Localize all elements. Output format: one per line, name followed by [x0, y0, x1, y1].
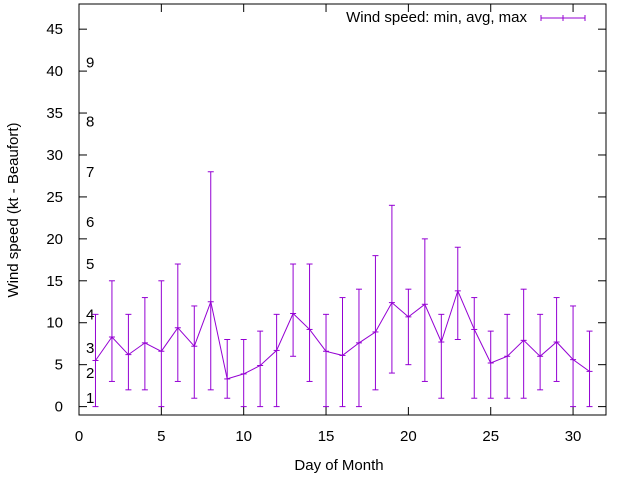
error-bar	[520, 288, 527, 399]
error-bar	[586, 330, 593, 408]
plot-frame	[78, 3, 607, 416]
y-tick-label: 30	[46, 147, 63, 164]
x-tick-label: 10	[235, 428, 252, 445]
y-tick-label: 5	[55, 357, 63, 374]
error-bar	[224, 339, 231, 399]
y-tick-label: 45	[46, 21, 63, 38]
error-bar	[553, 297, 560, 382]
error-bar	[438, 313, 445, 399]
error-bar	[388, 204, 395, 374]
error-bar	[487, 330, 494, 399]
error-bar	[339, 297, 346, 408]
legend-label: Wind speed: min, avg, max	[346, 9, 527, 26]
beaufort-label: 3	[86, 340, 94, 357]
beaufort-label: 2	[86, 365, 94, 382]
error-bar	[323, 313, 330, 408]
x-tick-label: 15	[318, 428, 335, 445]
error-bar	[207, 171, 214, 391]
beaufort-label: 8	[86, 113, 94, 130]
x-axis-label: Day of Month	[294, 457, 383, 474]
y-tick-label: 10	[46, 315, 63, 332]
y-axis-label: Wind speed (kt - Beaufort)	[5, 122, 22, 297]
error-bar	[108, 280, 115, 382]
error-bar	[191, 305, 198, 399]
avg-line	[95, 289, 590, 380]
beaufort-label: 5	[86, 256, 94, 273]
error-bar	[537, 313, 544, 391]
beaufort-label: 7	[86, 164, 94, 181]
error-bar	[92, 313, 99, 408]
y-tick-label: 20	[46, 231, 63, 248]
x-tick-label: 25	[482, 428, 499, 445]
error-bar	[290, 263, 297, 357]
error-bar	[570, 305, 577, 408]
legend-sample	[540, 15, 586, 21]
error-bar	[273, 313, 280, 408]
y-tick-label: 15	[46, 273, 63, 290]
error-bar	[141, 297, 148, 391]
error-bar	[471, 297, 478, 399]
beaufort-labels: 1 2 3 4 5 6 7 8 9	[86, 55, 94, 408]
y-tick-label: 25	[46, 189, 63, 206]
x-tick-label: 30	[565, 428, 582, 445]
x-tick-label: 0	[75, 428, 83, 445]
error-bar	[372, 255, 379, 391]
error-bar	[257, 330, 264, 408]
error-bar	[306, 263, 313, 382]
y-tick-label: 0	[55, 399, 63, 416]
data-series	[92, 171, 593, 408]
legend: Wind speed: min, avg, max	[346, 9, 586, 26]
error-bar	[174, 263, 181, 382]
y-tick-label: 35	[46, 105, 63, 122]
error-bar	[355, 288, 362, 408]
error-bar	[454, 246, 461, 341]
y-tick-label: 40	[46, 63, 63, 80]
beaufort-label: 1	[86, 390, 94, 407]
beaufort-label: 6	[86, 214, 94, 231]
error-bar	[405, 288, 412, 366]
x-tick-label: 20	[400, 428, 417, 445]
beaufort-label: 9	[86, 55, 94, 72]
beaufort-label: 4	[86, 306, 94, 323]
x-tick-label: 5	[157, 428, 165, 445]
error-bar	[158, 280, 165, 408]
